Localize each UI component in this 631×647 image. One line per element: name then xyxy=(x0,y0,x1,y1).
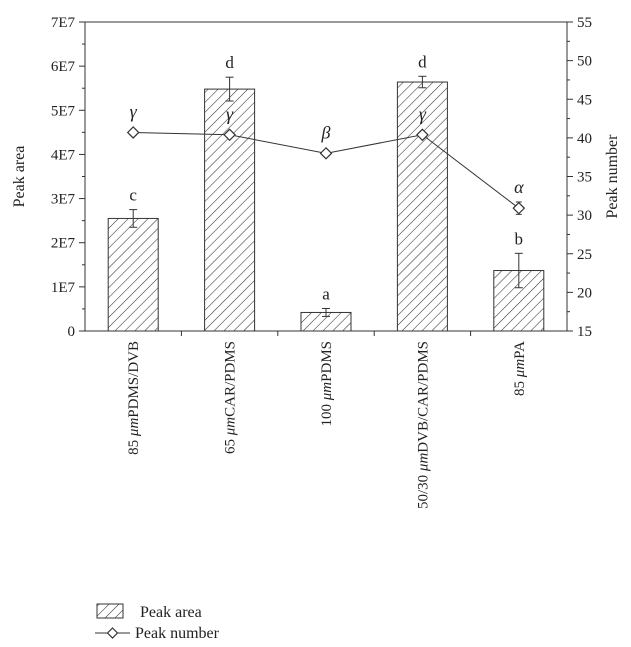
right-tick-label: 45 xyxy=(577,92,592,108)
category-label-unit: μm xyxy=(415,453,431,473)
bar-significance-label: b xyxy=(515,229,524,248)
diamond-marker xyxy=(223,128,236,142)
bar-error-bar xyxy=(225,76,234,102)
category-label-name: PDMS/DVB xyxy=(126,341,142,418)
bar-significance-label: d xyxy=(418,52,427,71)
left-tick-label: 7E7 xyxy=(51,15,76,31)
category-label: 65 μmCAR/PDMS xyxy=(223,341,239,454)
category-label: 85 μmPDMS/DVB xyxy=(126,341,142,455)
category-label-prefix: 100 xyxy=(319,400,335,426)
legend-item-peak-number: Peak number xyxy=(95,625,220,642)
diamond-marker xyxy=(512,201,526,215)
category-label-prefix: 50/30 xyxy=(415,471,431,509)
legend-label: Peak area xyxy=(140,604,202,621)
point-significance-label: β xyxy=(321,122,331,142)
category-label: 100 μmPDMS xyxy=(319,341,335,426)
bar-significance-label: d xyxy=(225,53,234,72)
legend-swatch-bar xyxy=(96,603,124,619)
legend-swatch-diamond xyxy=(106,627,119,639)
left-tick-label: 4E7 xyxy=(51,147,76,163)
right-tick-label: 20 xyxy=(577,285,592,301)
diamond-marker xyxy=(126,126,140,139)
bar-error-bar xyxy=(322,307,330,317)
category-label-unit: μm xyxy=(319,382,335,402)
point-significance-label: γ xyxy=(130,101,138,121)
diamond-marker xyxy=(319,146,333,160)
category-label-unit: μm xyxy=(126,418,142,438)
y-axis-title: Peak area xyxy=(11,146,28,208)
bar-significance-label: c xyxy=(129,186,137,205)
category-label-prefix: 65 xyxy=(223,435,239,454)
line-series xyxy=(126,126,526,215)
left-tick-label: 6E7 xyxy=(51,59,76,75)
right-tick-label: 15 xyxy=(577,324,592,340)
left-tick-label: 1E7 xyxy=(51,280,76,296)
y2-axis-title: Peak number xyxy=(604,134,621,219)
category-label-prefix: 85 xyxy=(512,377,528,396)
right-tick-label: 55 xyxy=(577,15,592,31)
bar xyxy=(396,81,448,332)
bar-significance-label: a xyxy=(322,284,330,303)
left-tick-label: 2E7 xyxy=(51,236,76,252)
right-tick-label: 35 xyxy=(577,170,592,186)
category-label: 85 μmPA xyxy=(512,341,528,396)
point-significance-label: γ xyxy=(226,104,234,124)
bar-error-bar xyxy=(418,75,427,89)
legend-label: Peak number xyxy=(135,625,220,642)
right-tick-label: 50 xyxy=(577,54,592,70)
left-tick-label: 3E7 xyxy=(51,192,76,208)
legend-item-peak-area: Peak area xyxy=(96,603,202,621)
category-label-prefix: 85 xyxy=(126,436,142,455)
category-label-unit: μm xyxy=(223,417,239,437)
point-significance-label: α xyxy=(514,177,524,197)
bar-error-bar xyxy=(129,209,138,228)
right-tick-label: 40 xyxy=(577,131,592,147)
category-label-name: CAR/PDMS xyxy=(223,341,239,417)
bar-error-bar xyxy=(514,252,523,289)
bar xyxy=(107,217,159,332)
category-label-unit: μm xyxy=(512,359,528,379)
bars xyxy=(107,75,545,332)
bar xyxy=(204,88,256,332)
right-tick-label: 30 xyxy=(577,208,592,224)
right-tick-label: 25 xyxy=(577,247,592,263)
point-significance-label: γ xyxy=(419,104,427,124)
category-label: 50/30 μmDVB/CAR/PDMS xyxy=(415,341,431,509)
category-label-name: PDMS xyxy=(319,341,335,382)
left-tick-label: 5E7 xyxy=(51,103,76,119)
category-label-name: DVB/CAR/PDMS xyxy=(415,341,431,453)
diamond-marker xyxy=(416,128,429,142)
peak-number-line xyxy=(133,131,520,209)
left-tick-label: 0 xyxy=(68,324,76,340)
axes: 0 1E7 2E7 3E7 4E7 5E7 6E7 7E7 15 20 25 30 35 40 45 50 55… xyxy=(11,15,621,340)
category-label-name: PA xyxy=(512,341,528,359)
legend: Peak area Peak number xyxy=(95,603,220,642)
